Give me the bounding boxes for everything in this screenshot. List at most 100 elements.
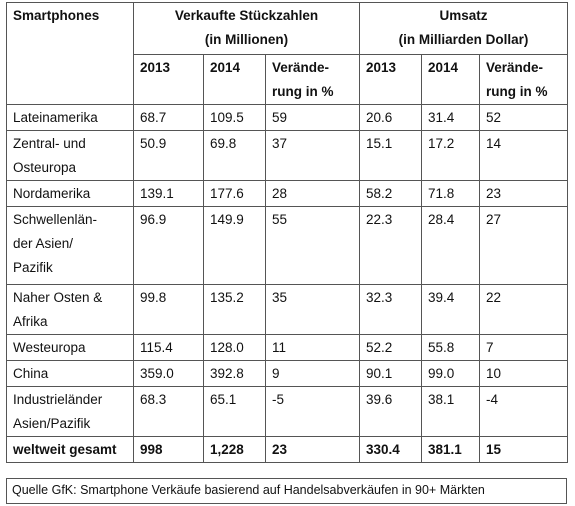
total-row: weltweit gesamt 998 1,228 23 330.4 381.1…	[6, 436, 568, 463]
units-2014-cell: 135.2	[203, 284, 266, 335]
region-cell: China	[6, 360, 134, 387]
revenue-2013-cell: 58.2	[359, 180, 422, 207]
region-line: Nordamerika	[13, 186, 91, 201]
region-line: Afrika	[13, 314, 48, 329]
revenue-change-cell: 52	[479, 104, 568, 131]
units-2014-cell: 109.5	[203, 104, 266, 131]
units-change-cell: 35	[265, 284, 360, 335]
units-year-2013: 2013	[133, 54, 204, 105]
units-2013-cell: 50.9	[133, 130, 204, 181]
units-2014-cell: 392.8	[203, 360, 266, 387]
region-cell: Westeuropa	[6, 334, 134, 361]
revenue-year-2013: 2013	[359, 54, 422, 105]
revenue-2013-cell: 20.6	[359, 104, 422, 131]
region-line: Asien/Pazifik	[13, 416, 91, 431]
revenue-header: Umsatz (in Milliarden Dollar)	[359, 2, 568, 55]
revenue-change-cell: -4	[479, 386, 568, 437]
units-change-cell: 9	[265, 360, 360, 387]
region-line: Lateinamerika	[13, 110, 98, 125]
units-change-header: Verände- rung in %	[265, 54, 360, 105]
revenue-2013-cell: 22.3	[359, 206, 422, 285]
revenue-change-header: Verände- rung in %	[479, 54, 568, 105]
table-row: Westeuropa 115.4 128.0 11 52.2 55.8 7	[6, 334, 568, 361]
revenue-title: Umsatz	[439, 8, 488, 23]
total-units-2013: 998	[133, 436, 204, 463]
region-cell: Naher Osten & Afrika	[6, 284, 134, 335]
revenue-change-cell: 7	[479, 334, 568, 361]
units-2013-cell: 139.1	[133, 180, 204, 207]
source-note: Quelle GfK: Smartphone Verkäufe basieren…	[6, 478, 567, 504]
table-body: Lateinamerika 68.7 109.5 59 20.6 31.4 52 Zentra…	[6, 104, 568, 437]
total-revenue-2014: 381.1	[421, 436, 480, 463]
units-year-2014: 2014	[203, 54, 266, 105]
region-line: Osteuropa	[13, 160, 77, 175]
units-change-cell: 55	[265, 206, 360, 285]
revenue-2014-cell: 17.2	[421, 130, 480, 181]
units-2014-cell: 149.9	[203, 206, 266, 285]
revenue-change-cell: 14	[479, 130, 568, 181]
region-cell: Zentral- und Osteuropa	[6, 130, 134, 181]
units-2014-cell: 177.6	[203, 180, 266, 207]
region-cell: Lateinamerika	[6, 104, 134, 131]
revenue-2013-cell: 39.6	[359, 386, 422, 437]
revenue-2014-cell: 28.4	[421, 206, 480, 285]
change-header-line: Verände-	[272, 60, 330, 75]
revenue-2013-cell: 15.1	[359, 130, 422, 181]
region-cell: Industrieländer Asien/Pazifik	[6, 386, 134, 437]
region-line: Naher Osten &	[13, 290, 103, 305]
units-2013-cell: 359.0	[133, 360, 204, 387]
category-header: Smartphones	[6, 2, 134, 105]
region-line: China	[13, 366, 49, 381]
revenue-2013-cell: 32.3	[359, 284, 422, 335]
total-units-change: 23	[265, 436, 360, 463]
region-line: Pazifik	[13, 260, 53, 275]
units-change-cell: 28	[265, 180, 360, 207]
units-2014-cell: 69.8	[203, 130, 266, 181]
table-row: Zentral- und Osteuropa 50.9 69.8 37 15.1 17.2 1…	[6, 130, 568, 181]
total-revenue-change: 15	[479, 436, 568, 463]
total-units-2014: 1,228	[203, 436, 266, 463]
revenue-year-2014: 2014	[421, 54, 480, 105]
revenue-change-cell: 10	[479, 360, 568, 387]
units-header: Verkaufte Stückzahlen (in Millionen)	[133, 2, 360, 55]
region-line: Zentral- und	[13, 136, 86, 151]
revenue-change-cell: 23	[479, 180, 568, 207]
table-row: Industrieländer Asien/Pazifik 68.3 65.1 -5 39…	[6, 386, 568, 437]
revenue-2013-cell: 52.2	[359, 334, 422, 361]
units-subtitle: (in Millionen)	[204, 32, 289, 47]
region-line: der Asien/	[13, 236, 74, 251]
total-revenue-2013: 330.4	[359, 436, 422, 463]
units-change-cell: 37	[265, 130, 360, 181]
units-2013-cell: 68.3	[133, 386, 204, 437]
region-cell: Schwellenlän-der Asien/Pazifik	[6, 206, 134, 285]
region-line: Industrieländer	[13, 392, 103, 407]
units-change-cell: -5	[265, 386, 360, 437]
units-2013-cell: 96.9	[133, 206, 204, 285]
change-header-line: rung in %	[272, 84, 334, 99]
change-header-line: Verände-	[486, 60, 544, 75]
revenue-change-cell: 27	[479, 206, 568, 285]
table-row: Lateinamerika 68.7 109.5 59 20.6 31.4 52	[6, 104, 568, 131]
units-2013-cell: 99.8	[133, 284, 204, 335]
revenue-2014-cell: 38.1	[421, 386, 480, 437]
table-row: China 359.0 392.8 9 90.1 99.0 10	[6, 360, 568, 387]
units-2013-cell: 68.7	[133, 104, 204, 131]
header-row-years: 2013 2014 Verände- rung in % 2013 2014 V…	[7, 54, 568, 105]
smartphone-sales-table: Smartphones Verkaufte Stückzahlen (in Mi…	[6, 2, 568, 463]
units-2014-cell: 128.0	[203, 334, 266, 361]
units-2013-cell: 115.4	[133, 334, 204, 361]
revenue-2014-cell: 39.4	[421, 284, 480, 335]
revenue-subtitle: (in Milliarden Dollar)	[398, 32, 529, 47]
table-row: Naher Osten & Afrika 99.8 135.2 35 32.3 39.4 22	[6, 284, 568, 335]
revenue-2014-cell: 55.8	[421, 334, 480, 361]
region-line: Westeuropa	[13, 340, 86, 355]
region-line: Schwellenlän-	[13, 212, 98, 227]
revenue-change-cell: 22	[479, 284, 568, 335]
change-header-line: rung in %	[486, 84, 548, 99]
header-row-top: Smartphones Verkaufte Stückzahlen (in Mi…	[6, 2, 568, 105]
table-row: Schwellenlän-der Asien/Pazifik 96.9 149.9 5…	[6, 206, 568, 285]
units-title: Verkaufte Stückzahlen	[174, 8, 319, 23]
revenue-2013-cell: 90.1	[359, 360, 422, 387]
revenue-2014-cell: 71.8	[421, 180, 480, 207]
